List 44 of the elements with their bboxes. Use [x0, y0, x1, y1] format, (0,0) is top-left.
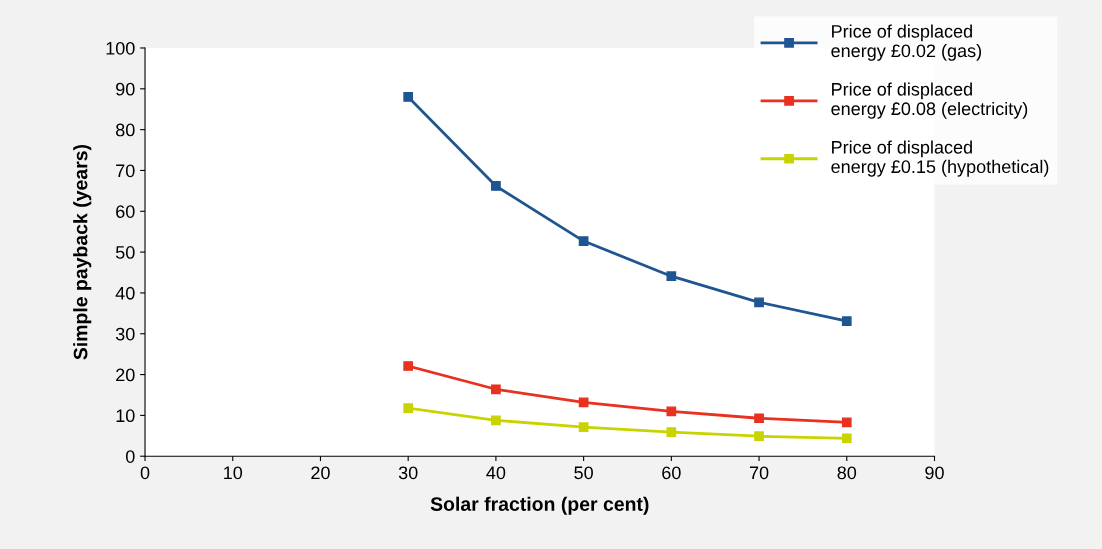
x-tick-label: 40	[486, 466, 506, 480]
x-tick-label: 90	[925, 466, 944, 480]
y-tick-label: 60	[116, 205, 135, 218]
point	[754, 413, 764, 424]
point	[491, 415, 501, 426]
legend-label: Price of displaced energy £0.02 (gas)	[831, 24, 982, 61]
x-tick-label: 80	[837, 466, 857, 480]
point	[841, 417, 852, 428]
point	[491, 181, 501, 191]
y-tick-label: 70	[116, 164, 135, 178]
point	[403, 361, 414, 371]
point	[403, 92, 414, 102]
y-tick-label: 90	[116, 82, 135, 96]
point	[666, 427, 677, 437]
point	[841, 316, 852, 326]
x-tick-label: 70	[749, 466, 769, 480]
x-tick-label: 20	[311, 466, 330, 480]
legend-label: Price of displaced energy £0.08 (electricity)	[831, 82, 1028, 119]
point	[578, 397, 589, 408]
point	[754, 297, 764, 308]
x-tick-label: 0	[140, 466, 150, 480]
y-tick-label: 100	[106, 41, 135, 55]
x-tick-label: 60	[662, 466, 681, 480]
point	[666, 406, 677, 417]
point	[578, 422, 589, 433]
x-tick-label: 30	[398, 466, 418, 480]
point	[578, 236, 589, 246]
y-tick-label: 20	[116, 368, 135, 382]
y-tick-label: 80	[116, 123, 135, 137]
x-tick-label: 50	[574, 466, 593, 480]
point	[491, 384, 501, 395]
y-tick-label: 40	[115, 286, 135, 300]
y-axis-title: Simple payback (years)	[73, 144, 92, 360]
y-tick-label: 10	[116, 409, 135, 423]
legend-label: Price of displaced energy £0.15 (hypothetical)	[831, 140, 1049, 177]
point	[841, 433, 852, 444]
point	[403, 403, 414, 413]
point	[754, 431, 764, 442]
point	[666, 271, 677, 282]
y-tick-label: 50	[115, 246, 135, 259]
x-axis-title: Solar fraction (per cent)	[430, 496, 649, 515]
y-tick-label: 30	[115, 327, 135, 341]
y-tick-label: 0	[125, 450, 135, 463]
x-tick-label: 10	[224, 466, 243, 480]
